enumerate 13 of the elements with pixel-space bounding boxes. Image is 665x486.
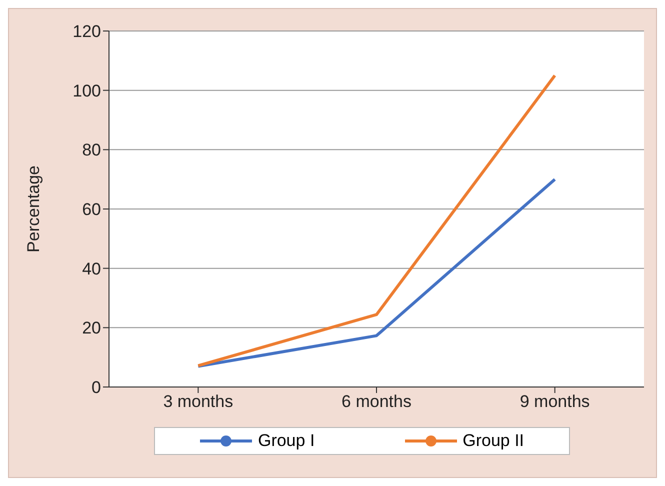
- y-tick-label: 120: [72, 22, 101, 42]
- x-tick-label: 9 months: [520, 392, 590, 412]
- legend-label: Group II: [462, 431, 524, 451]
- y-tick-label: 0: [92, 378, 101, 398]
- y-tick-label: 60: [82, 200, 101, 220]
- y-tick-label: 100: [72, 81, 101, 100]
- x-tick-label: 6 months: [342, 392, 412, 412]
- y-tick-label: 40: [82, 259, 101, 278]
- y-tick-label: 20: [82, 318, 101, 338]
- y-tick-label: 80: [82, 140, 101, 160]
- y-axis-title: Percentage: [24, 166, 44, 252]
- legend-label: Group I: [258, 431, 315, 451]
- x-tick-label: 3 months: [163, 392, 234, 412]
